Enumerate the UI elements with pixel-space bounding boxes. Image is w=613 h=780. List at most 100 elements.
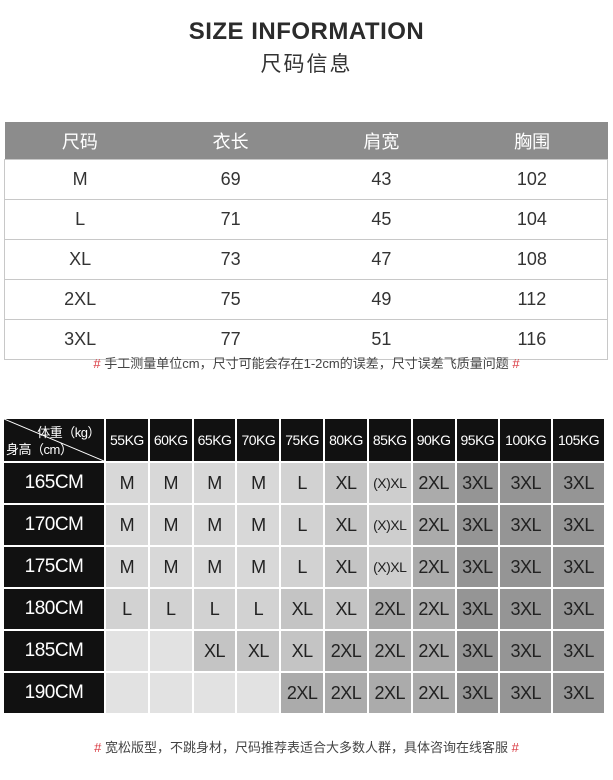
size-recommendation-cell: L [281,505,324,545]
height-label-cell: 175CM [4,547,104,587]
weight-header-row: 体重（kg） 身高（cm） 55KG 60KG 65KG 70KG 75KG 80KG 85… [4,419,604,461]
size-recommendation-cell: 3XL [553,505,604,545]
height-label-cell: 180CM [4,589,104,629]
size-recommendation-cell: 2XL [412,589,455,629]
size-recommendation-cell: M [106,463,148,503]
size-recommendation-cell: 2XL [412,505,455,545]
weight-header: 80KG [325,419,367,461]
page-subtitle: 尺码信息 [260,53,353,76]
size-row: L 71 45 104 [4,199,608,240]
size-recommendation-cell: 2XL [325,673,367,713]
size-recommendation-cell [193,673,236,713]
size-cell: 49 [306,279,457,320]
size-recommendation-cell: 3XL [553,631,604,671]
size-recommendation-cell: XL [325,589,367,629]
height-row: 175CM M M M M L XL (X)XL 2XL 3XL 3XL 3XL [4,547,604,587]
height-label-cell: 165CM [4,463,104,503]
weight-header: 70KG [237,419,280,461]
weight-header: 100KG [500,419,552,461]
size-cell: 73 [155,239,306,280]
size-recommendation-cell: 3XL [553,673,604,713]
weight-header: 65KG [193,419,236,461]
size-recommendation-cell: M [149,547,192,587]
size-row: 2XL 75 49 112 [4,279,608,320]
size-recommendation-cell: L [237,589,280,629]
height-row: 165CM M M M M L XL (X)XL 2XL 3XL 3XL 3XL [4,463,604,503]
note-text: 宽松版型，不跳身材，尺码推荐表适合大多数人群，具体咨询在线客服 [104,740,508,755]
size-recommendation-cell: 3XL [456,673,499,713]
size-recommendation-cell: 2XL [412,463,455,503]
size-cell: 2XL [4,279,156,320]
size-cell: L [4,199,156,240]
size-cell: 112 [456,279,608,320]
size-recommendation-cell: (X)XL [368,463,411,503]
size-recommendation-cell: XL [325,463,367,503]
size-recommendation-cell: (X)XL [368,547,411,587]
col-size: 尺码 [4,122,156,160]
size-recommendation-cell: 3XL [500,463,552,503]
size-cell: 71 [155,199,306,240]
size-recommendation-cell: 3XL [500,589,552,629]
size-cell: 43 [306,159,457,200]
col-length: 衣长 [155,122,306,160]
size-cell: 116 [456,319,608,360]
size-cell: 108 [456,239,608,280]
size-recommendation-cell: XL [237,631,280,671]
size-recommendation-cell [106,631,148,671]
size-recommendation-cell: (X)XL [368,505,411,545]
weight-label: 体重（kg） [37,425,100,440]
weight-header: 55KG [106,419,148,461]
size-recommendation-cell: M [193,547,236,587]
height-label-cell: 185CM [4,631,104,671]
size-recommendation-cell: M [106,547,148,587]
size-cell: XL [4,239,156,280]
size-recommendation-cell: 2XL [412,673,455,713]
corner-cell: 体重（kg） 身高（cm） [4,419,104,461]
size-recommendation-cell: 3XL [553,463,604,503]
size-row: M 69 43 102 [4,159,608,200]
size-recommendation-cell: 3XL [456,589,499,629]
size-recommendation-cell: 3XL [553,589,604,629]
size-recommendation-cell [149,673,192,713]
diagonal-line [4,419,104,461]
size-recommendation-cell: L [106,589,148,629]
hash-mark: # [94,740,102,755]
size-recommendation-cell: XL [325,547,367,587]
size-recommendation-cell: 2XL [368,673,411,713]
size-recommendation-cell: 3XL [500,505,552,545]
size-recommendation-cell: XL [193,631,236,671]
size-recommendation-cell: M [193,463,236,503]
size-recommendation-cell [149,631,192,671]
size-recommendation-cell: M [237,463,280,503]
hash-mark: # [93,356,101,371]
size-cell: 104 [456,199,608,240]
height-label-cell: 170CM [4,505,104,545]
size-recommendation-cell: XL [281,631,324,671]
size-recommendation-cell: XL [325,505,367,545]
page-title: SIZE INFORMATION [188,18,425,45]
size-cell: 75 [155,279,306,320]
size-cell: 3XL [4,319,156,360]
size-cell: M [4,159,156,200]
size-cell: 77 [155,319,306,360]
size-recommendation-cell: M [106,505,148,545]
weight-header: 90KG [412,419,455,461]
size-recommendation-cell: 3XL [456,631,499,671]
size-recommendation-cell: L [281,547,324,587]
height-row: 180CM L L L L XL XL 2XL 2XL 3XL 3XL 3XL [4,589,604,629]
height-label-cell: 190CM [4,673,104,713]
size-cell: 47 [306,239,457,280]
size-recommendation-cell: M [237,547,280,587]
size-recommendation-cell: M [193,505,236,545]
size-recommendation-cell: 2XL [412,547,455,587]
size-recommendation-cell: 2XL [325,631,367,671]
size-recommendation-cell [106,673,148,713]
weight-header: 75KG [281,419,324,461]
size-cell: 102 [456,159,608,200]
size-recommendation-cell: M [237,505,280,545]
size-cell: 69 [155,159,306,200]
col-shoulder: 肩宽 [306,122,457,160]
weight-header: 85KG [368,419,411,461]
hash-mark: # [511,740,519,755]
size-recommendation-cell: 3XL [456,547,499,587]
